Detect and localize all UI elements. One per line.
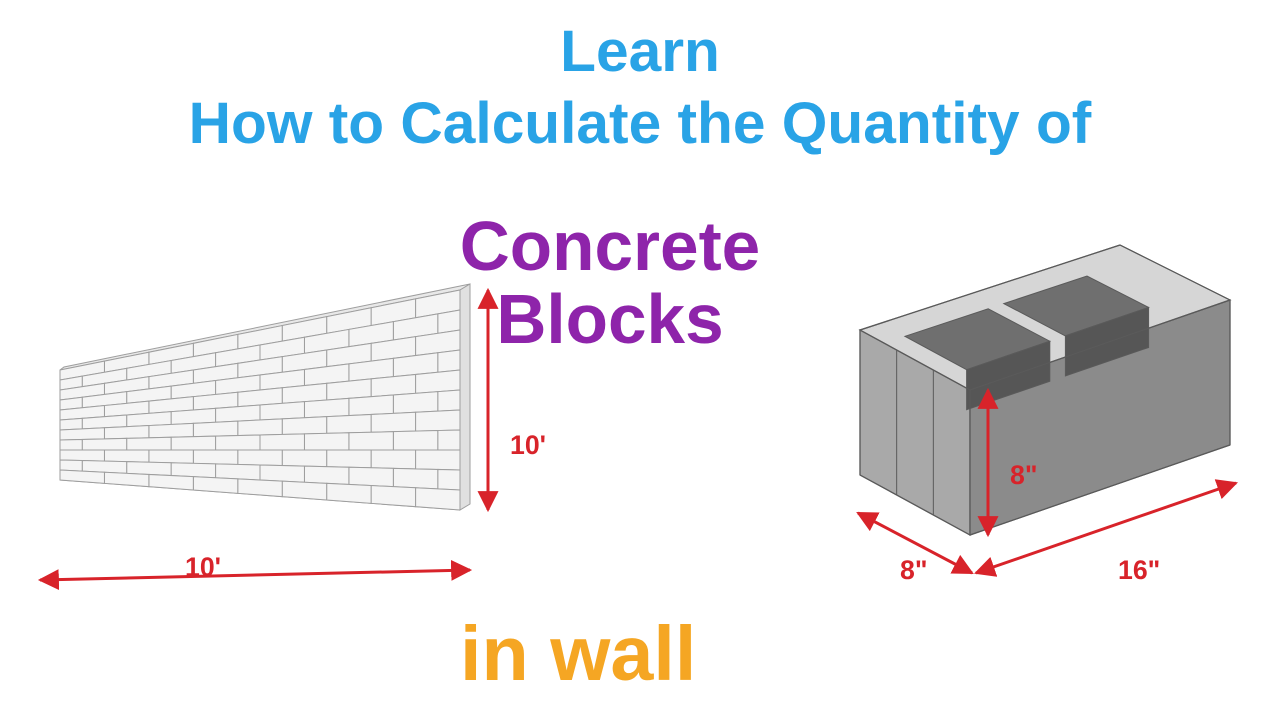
block-height-value: 8" [1010, 460, 1037, 490]
block-width-value: 8" [900, 555, 927, 585]
title-line-1: Learn [0, 18, 1280, 85]
infographic-canvas: Learn How to Calculate the Quantity of C… [0, 0, 1280, 720]
title-line-2-text: How to Calculate the Quantity of [189, 91, 1092, 156]
wall-height-label: 10' [510, 430, 546, 461]
block-width-label: 8" [900, 555, 927, 586]
title-line-1-text: Learn [560, 19, 720, 84]
block-diagram [800, 220, 1260, 640]
wall-height-value: 10' [510, 430, 546, 460]
wall-length-label: 10' [185, 552, 221, 583]
block-height-label: 8" [1010, 460, 1037, 491]
wall-diagram [10, 210, 530, 640]
block-length-label: 16" [1118, 555, 1160, 586]
title-line-2: How to Calculate the Quantity of [0, 90, 1280, 157]
wall-length-value: 10' [185, 552, 221, 582]
block-length-value: 16" [1118, 555, 1160, 585]
